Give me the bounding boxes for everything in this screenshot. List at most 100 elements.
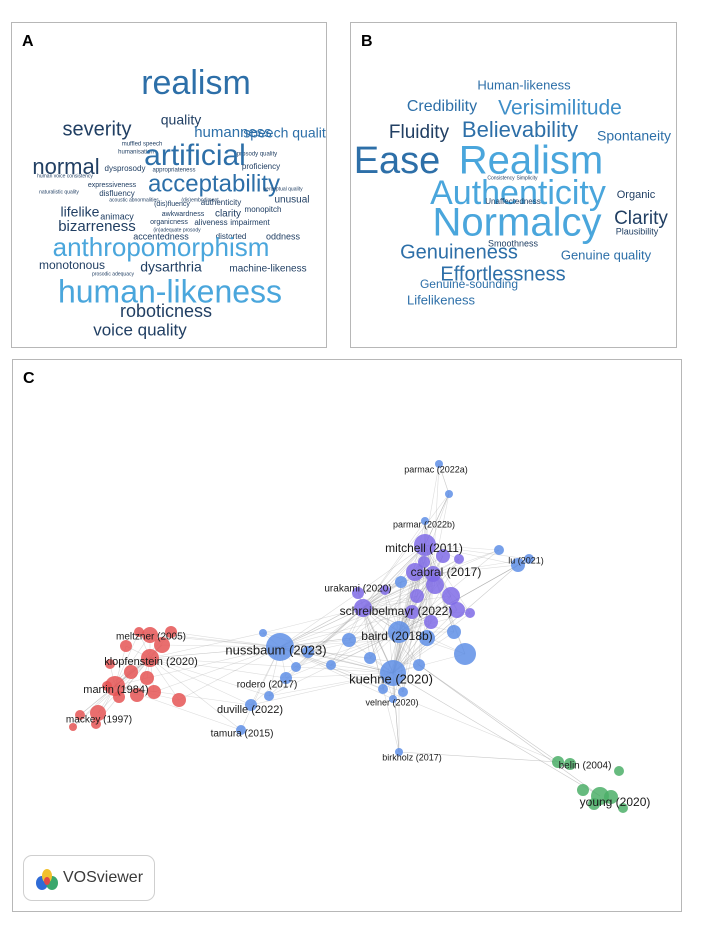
- network-node[interactable]: [140, 671, 154, 685]
- network-node[interactable]: [388, 621, 410, 643]
- network-node[interactable]: [141, 649, 159, 667]
- network-node[interactable]: [120, 640, 132, 652]
- cloud-word: awkwardness: [162, 211, 205, 218]
- network-node[interactable]: [424, 615, 438, 629]
- cloud-word: Plausibility: [616, 226, 659, 236]
- network-node-label: belin (2004): [559, 761, 612, 772]
- network-node[interactable]: [105, 676, 125, 696]
- network-node[interactable]: [418, 556, 430, 568]
- network-node[interactable]: [447, 625, 461, 639]
- network-node[interactable]: [236, 725, 246, 735]
- network-edge: [307, 651, 394, 674]
- network-node[interactable]: [395, 576, 407, 588]
- network-node[interactable]: [326, 660, 336, 670]
- network-node[interactable]: [389, 695, 397, 703]
- network-node[interactable]: [395, 748, 403, 756]
- network-node[interactable]: [436, 549, 450, 563]
- network-node[interactable]: [442, 587, 460, 605]
- network-edge: [362, 607, 400, 753]
- network-node[interactable]: [364, 652, 376, 664]
- network-node[interactable]: [445, 490, 453, 498]
- network-node[interactable]: [280, 672, 292, 684]
- network-edge: [279, 631, 400, 648]
- network-node[interactable]: [454, 554, 464, 564]
- cloud-word: Lifelikeness: [407, 292, 475, 307]
- network-node[interactable]: [113, 691, 125, 703]
- network-node[interactable]: [494, 545, 504, 555]
- cloud-word: monotonous: [39, 258, 105, 272]
- cloud-word: (in)adequate prosody: [153, 227, 201, 233]
- network-node[interactable]: [291, 662, 301, 672]
- network-node[interactable]: [552, 756, 564, 768]
- network-node[interactable]: [342, 633, 356, 647]
- network-edge: [149, 657, 242, 731]
- network-node[interactable]: [465, 608, 475, 618]
- network-node[interactable]: [130, 688, 144, 702]
- cloud-word: quality: [161, 112, 201, 128]
- network-node[interactable]: [90, 705, 106, 721]
- network-node[interactable]: [414, 534, 436, 556]
- network-node[interactable]: [564, 758, 576, 770]
- network-node[interactable]: [142, 627, 158, 643]
- cloud-word: voice quality: [93, 320, 187, 339]
- network-node-label: mitchell (2011): [385, 541, 463, 555]
- network-node[interactable]: [378, 684, 388, 694]
- network-node[interactable]: [154, 637, 170, 653]
- network-node[interactable]: [435, 460, 443, 468]
- network-node[interactable]: [406, 563, 424, 581]
- network-node[interactable]: [604, 790, 618, 804]
- network-node[interactable]: [245, 699, 257, 711]
- network-node[interactable]: [454, 643, 476, 665]
- network-node[interactable]: [410, 589, 424, 603]
- network-node[interactable]: [75, 710, 85, 720]
- cloud-word: Credibility: [407, 98, 477, 115]
- network-node[interactable]: [380, 585, 390, 595]
- network-node[interactable]: [354, 599, 372, 617]
- cloud-word: oddness: [266, 231, 301, 241]
- cloud-word: animacy: [100, 211, 134, 221]
- network-node[interactable]: [352, 587, 364, 599]
- network-edge: [279, 581, 402, 648]
- vosviewer-label: VOSviewer: [63, 869, 144, 886]
- network-node[interactable]: [264, 691, 274, 701]
- network-node[interactable]: [91, 719, 101, 729]
- network-node[interactable]: [588, 798, 600, 810]
- network-node-label: birkholz (2017): [382, 752, 442, 762]
- network-node[interactable]: [511, 558, 525, 572]
- cloud-word: distorted: [216, 232, 247, 241]
- cloud-word: acceptability: [148, 170, 280, 197]
- network-node[interactable]: [524, 554, 534, 564]
- network-edge: [362, 607, 384, 690]
- network-node[interactable]: [259, 629, 267, 637]
- network-edge: [392, 564, 519, 674]
- network-node[interactable]: [165, 626, 177, 638]
- network-node[interactable]: [124, 665, 138, 679]
- network-node[interactable]: [69, 723, 77, 731]
- network-node[interactable]: [419, 630, 435, 646]
- network-node[interactable]: [618, 803, 628, 813]
- network-node[interactable]: [449, 602, 465, 618]
- network-node[interactable]: [134, 627, 144, 637]
- network-node[interactable]: [380, 660, 406, 686]
- network-node[interactable]: [426, 576, 444, 594]
- network-edge: [424, 463, 440, 546]
- citation-network-graph[interactable]: parmac (2022a) parmar (2022b) mitchell (20…: [13, 360, 682, 912]
- network-edge: [362, 607, 466, 655]
- network-node[interactable]: [421, 517, 429, 525]
- network-node[interactable]: [105, 659, 115, 669]
- network-node[interactable]: [577, 784, 589, 796]
- network-edge: [392, 672, 400, 753]
- network-node[interactable]: [302, 646, 314, 658]
- cloud-word: organicness: [150, 219, 188, 226]
- network-node[interactable]: [398, 687, 408, 697]
- network-node[interactable]: [405, 605, 419, 619]
- network-node[interactable]: [102, 681, 112, 691]
- network-node[interactable]: [614, 766, 624, 776]
- network-node[interactable]: [413, 659, 425, 671]
- cloud-word: proficiency: [242, 162, 280, 171]
- network-node[interactable]: [172, 693, 186, 707]
- network-node[interactable]: [147, 685, 161, 699]
- network-node-label: velner (2020): [365, 697, 418, 707]
- network-node[interactable]: [266, 633, 294, 661]
